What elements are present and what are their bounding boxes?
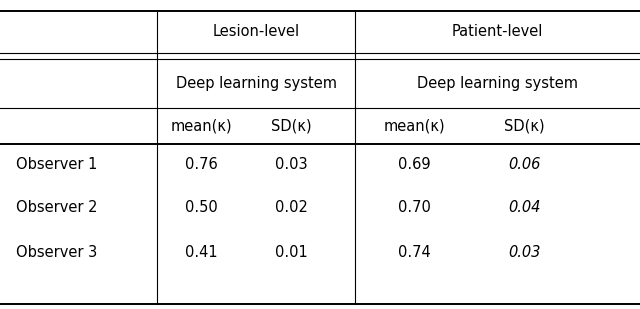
Text: Observer 3: Observer 3 <box>16 245 97 260</box>
Text: SD(κ): SD(κ) <box>504 118 545 133</box>
Text: 0.74: 0.74 <box>398 245 431 260</box>
Text: 0.50: 0.50 <box>185 200 218 215</box>
Text: 0.01: 0.01 <box>275 245 308 260</box>
Text: 0.41: 0.41 <box>186 245 218 260</box>
Text: mean(κ): mean(κ) <box>171 118 232 133</box>
Text: Observer 2: Observer 2 <box>16 200 97 215</box>
Text: Patient-level: Patient-level <box>452 24 543 40</box>
Text: Observer 1: Observer 1 <box>16 157 97 172</box>
Text: 0.76: 0.76 <box>185 157 218 172</box>
Text: 0.70: 0.70 <box>398 200 431 215</box>
Text: 0.03: 0.03 <box>509 245 541 260</box>
Text: 0.03: 0.03 <box>275 157 307 172</box>
Text: 0.04: 0.04 <box>509 200 541 215</box>
Text: SD(κ): SD(κ) <box>271 118 312 133</box>
Text: Deep learning system: Deep learning system <box>417 76 578 91</box>
Text: 0.69: 0.69 <box>399 157 431 172</box>
Text: 0.06: 0.06 <box>509 157 541 172</box>
Text: Lesion-level: Lesion-level <box>212 24 300 40</box>
Text: Deep learning system: Deep learning system <box>175 76 337 91</box>
Text: mean(κ): mean(κ) <box>384 118 445 133</box>
Text: 0.02: 0.02 <box>275 200 308 215</box>
